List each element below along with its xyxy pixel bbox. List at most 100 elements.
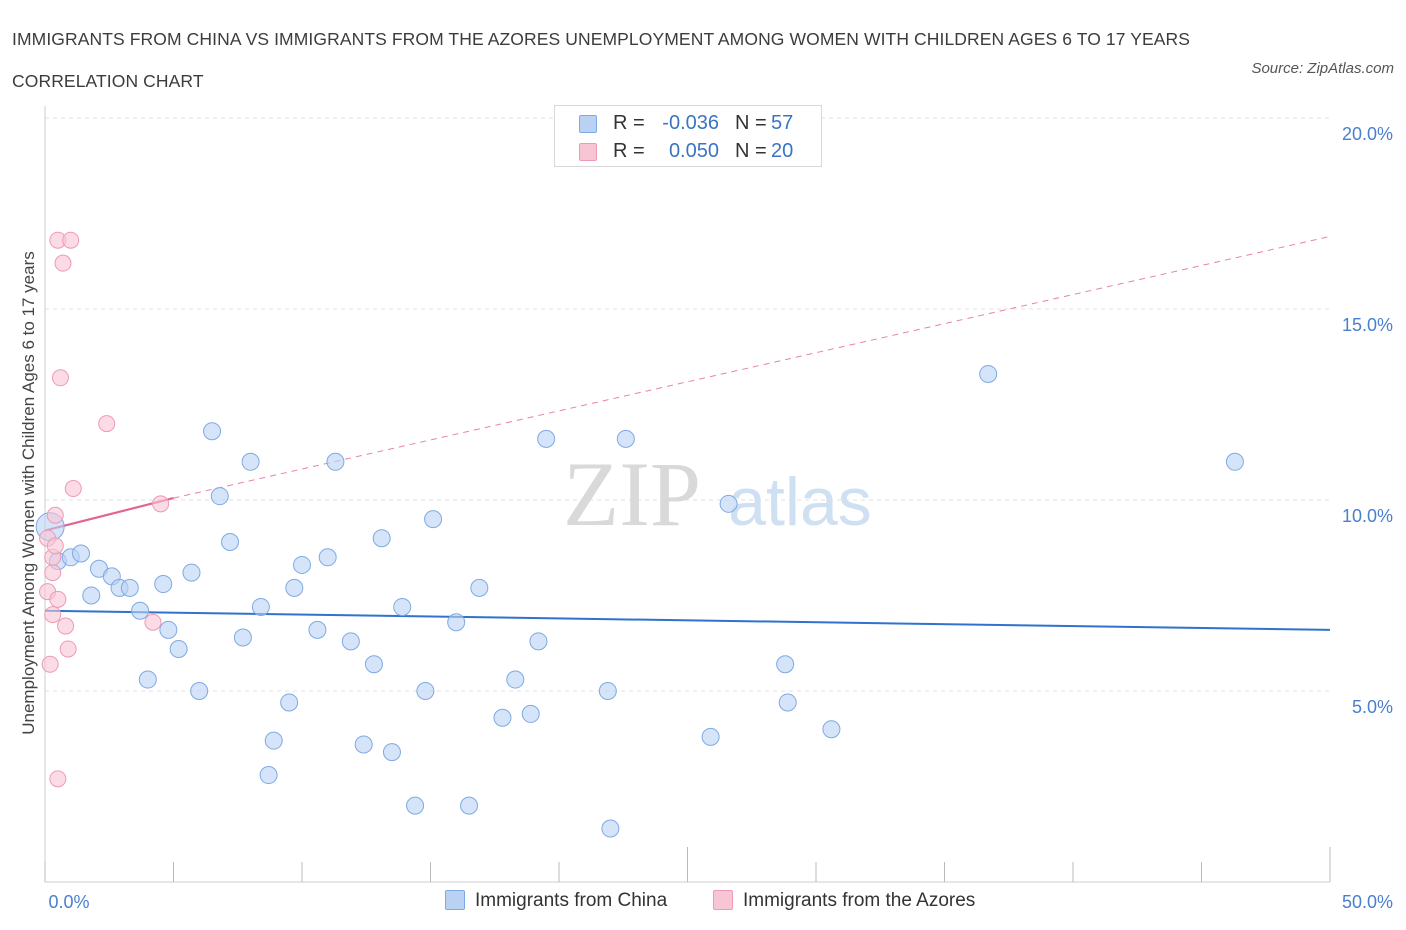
china-r-value: -0.036 bbox=[662, 112, 719, 134]
china-point bbox=[393, 597, 412, 616]
azores-trend-line bbox=[44, 497, 174, 532]
china-point bbox=[293, 555, 311, 574]
china-point bbox=[460, 796, 479, 815]
china-n-value: 57 bbox=[771, 112, 794, 134]
y-tick-labels: 5.0% 10.0% 15.0% 20.0% bbox=[1342, 124, 1393, 717]
china-point bbox=[778, 693, 797, 712]
watermark-atlas: atlas bbox=[728, 464, 872, 540]
china-point bbox=[354, 735, 373, 754]
azores-n-value: 20 bbox=[771, 140, 794, 162]
china-point bbox=[264, 731, 283, 750]
china-point bbox=[416, 682, 435, 700]
china-point bbox=[182, 563, 201, 582]
azores-point bbox=[46, 506, 64, 524]
azores-swatch bbox=[579, 143, 597, 161]
china-point bbox=[210, 487, 229, 506]
china-point bbox=[537, 429, 556, 448]
azores-r-value: 0.050 bbox=[668, 140, 719, 162]
azores-point bbox=[41, 655, 59, 673]
china-point bbox=[221, 533, 240, 552]
china-point bbox=[382, 743, 401, 762]
china-point bbox=[601, 819, 620, 838]
china-point bbox=[719, 494, 738, 513]
china-point bbox=[341, 632, 360, 651]
china-point bbox=[82, 586, 101, 605]
china-point bbox=[470, 578, 489, 597]
trend-lines bbox=[44, 235, 1331, 631]
azores-point bbox=[62, 231, 80, 249]
china-point bbox=[364, 655, 383, 674]
china-point bbox=[120, 578, 139, 597]
china-point bbox=[203, 422, 222, 441]
china-point bbox=[326, 452, 345, 471]
azores-n-label: N = bbox=[735, 140, 767, 162]
azores-point bbox=[59, 640, 77, 658]
china-point bbox=[251, 597, 270, 616]
china-point bbox=[233, 628, 252, 647]
azores-point bbox=[64, 480, 82, 498]
azores-point bbox=[49, 770, 67, 788]
watermark: ZIP atlas bbox=[563, 443, 872, 545]
china-point bbox=[241, 452, 260, 471]
chart-title: IMMIGRANTS FROM CHINA VS IMMIGRANTS FROM… bbox=[12, 29, 1191, 91]
azores-trend-line-dashed bbox=[173, 235, 1331, 499]
azores-point bbox=[51, 369, 69, 387]
azores-point bbox=[49, 590, 67, 608]
china-trend-line bbox=[44, 609, 1331, 631]
azores-point bbox=[98, 415, 116, 433]
china-point bbox=[372, 529, 391, 548]
y-axis-label: Unemployment Among Women with Children A… bbox=[19, 251, 38, 735]
china-point bbox=[493, 708, 512, 727]
x-tick-labels: 0.0% 50.0% bbox=[48, 892, 1393, 912]
china-point bbox=[154, 575, 173, 594]
china-point bbox=[280, 693, 299, 712]
azores-r-label: R = bbox=[613, 140, 645, 162]
china-point bbox=[424, 510, 443, 529]
azores-point bbox=[144, 613, 162, 631]
source-credit: Source: ZipAtlas.com bbox=[1251, 60, 1394, 77]
azores-point bbox=[57, 617, 75, 635]
y-tick-label: 5.0% bbox=[1352, 697, 1393, 717]
china-point bbox=[190, 682, 209, 700]
china-point bbox=[521, 704, 540, 723]
correlation-legend: R = -0.036 N = 57 R = 0.050 N = 20 bbox=[554, 105, 822, 167]
x-tick-label-end: 50.0% bbox=[1342, 892, 1393, 912]
china-point bbox=[979, 364, 998, 383]
azores-point bbox=[44, 606, 62, 624]
china-point bbox=[159, 620, 178, 639]
china-point bbox=[616, 429, 635, 448]
china-n-label: N = bbox=[735, 112, 767, 134]
china-point bbox=[598, 682, 617, 700]
china-point bbox=[447, 613, 466, 632]
china-point bbox=[285, 578, 304, 597]
watermark-zip: ZIP bbox=[563, 443, 701, 545]
china-point bbox=[406, 796, 425, 815]
china-point bbox=[776, 655, 795, 674]
azores-legend-label: Immigrants from the Azores bbox=[743, 890, 976, 911]
x-tick-label-start: 0.0% bbox=[48, 892, 89, 912]
grid-lines bbox=[45, 117, 1330, 692]
y-tick-label: 15.0% bbox=[1342, 315, 1393, 335]
y-tick-label: 10.0% bbox=[1342, 506, 1393, 526]
china-point bbox=[1225, 452, 1244, 471]
legend-item-china: Immigrants from China bbox=[445, 890, 667, 912]
china-point bbox=[529, 632, 548, 651]
azores-point bbox=[44, 564, 62, 582]
china-r-label: R = bbox=[613, 112, 645, 134]
china-point bbox=[308, 620, 327, 639]
china-point bbox=[506, 670, 525, 689]
china-point bbox=[169, 639, 188, 658]
china-point bbox=[318, 548, 337, 567]
data-points bbox=[35, 231, 1244, 838]
china-point bbox=[701, 727, 720, 746]
axes bbox=[44, 106, 1331, 883]
china-swatch bbox=[579, 115, 597, 133]
azores-point bbox=[46, 537, 64, 555]
china-point bbox=[131, 601, 150, 620]
y-tick-label: 20.0% bbox=[1342, 124, 1393, 144]
china-legend-label: Immigrants from China bbox=[475, 890, 668, 911]
china-point bbox=[138, 670, 157, 689]
china-point bbox=[259, 766, 278, 785]
china-legend-swatch bbox=[445, 890, 465, 910]
